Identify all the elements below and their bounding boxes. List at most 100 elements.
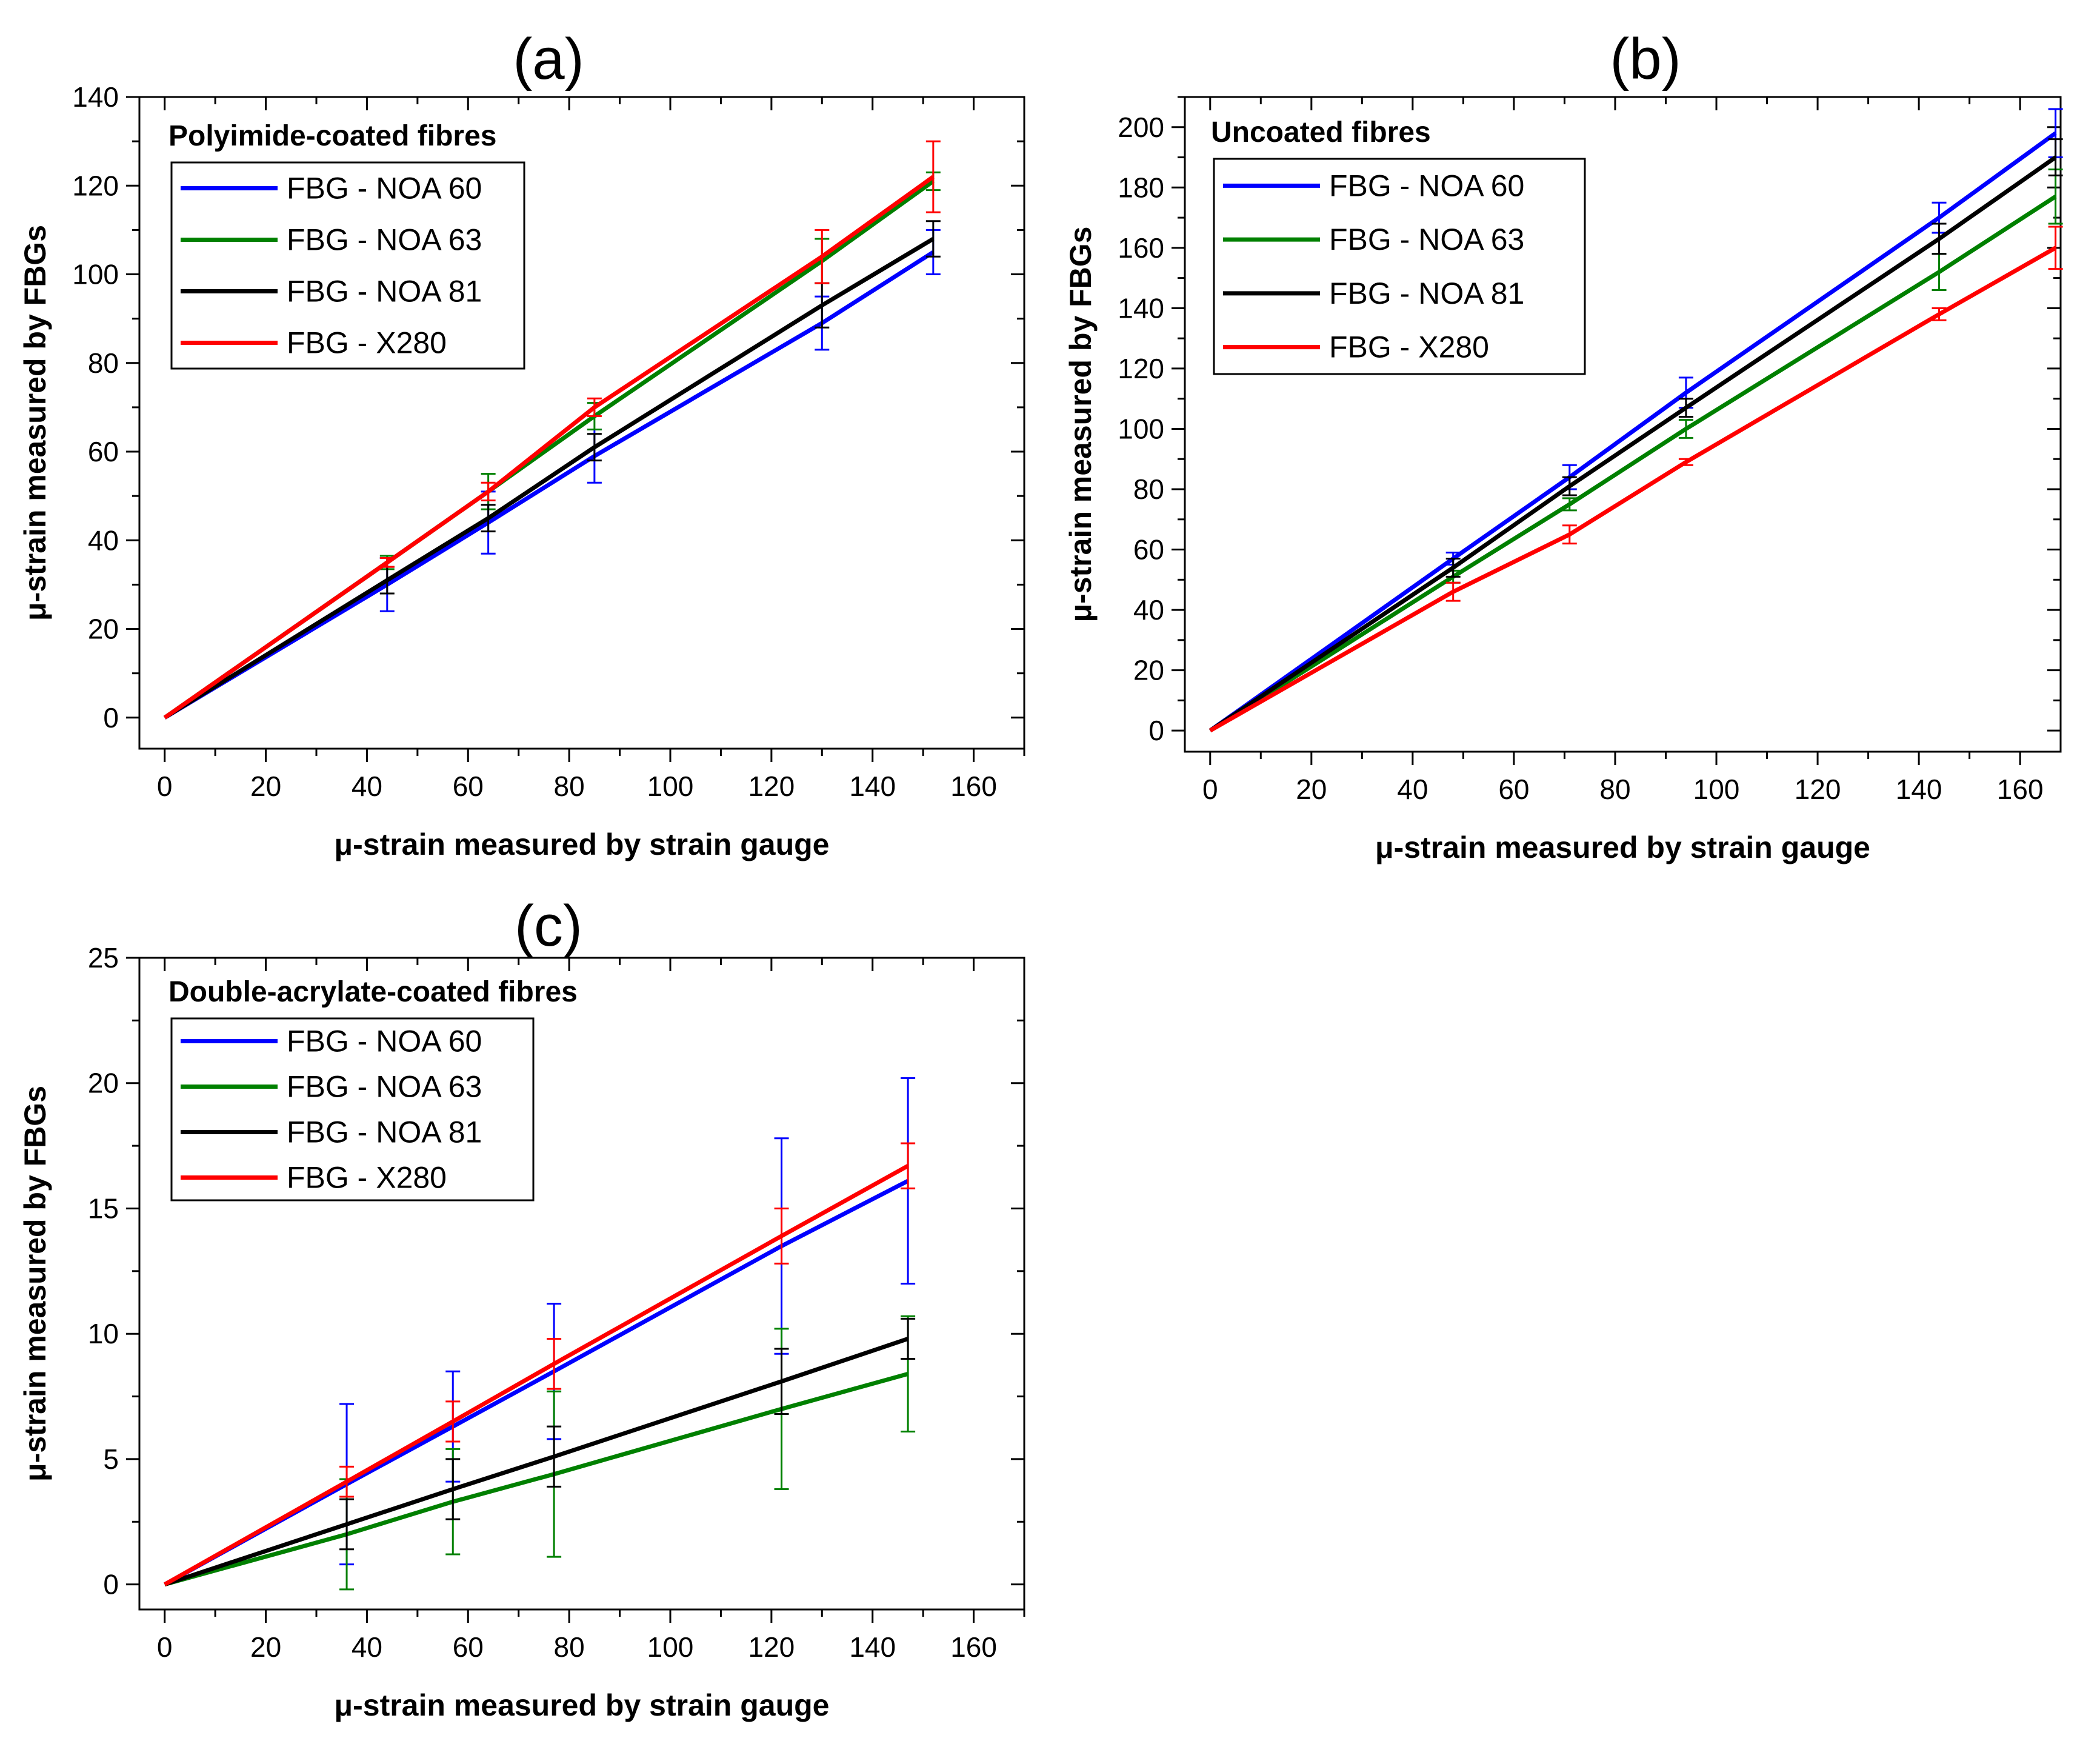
legend-label: FBG - NOA 81 xyxy=(287,275,482,309)
legend-box xyxy=(1213,158,1586,375)
legend-label: FBG - X280 xyxy=(1329,330,1489,364)
y-tick-label: 160 xyxy=(1118,232,1164,264)
series-3 xyxy=(163,140,941,720)
legend-label: FBG - NOA 63 xyxy=(287,1070,482,1104)
y-tick-label: 60 xyxy=(1133,534,1164,566)
series-2 xyxy=(1208,138,2063,733)
y-tick-label: 140 xyxy=(1118,292,1164,324)
legend: Polyimide-coated fibres FBG - NOA 60 FBG -… xyxy=(168,120,525,370)
x-tick-label: 140 xyxy=(1896,774,1942,805)
x-tick-label: 80 xyxy=(1599,774,1630,805)
panel-letter: (c) xyxy=(515,894,582,958)
legend: Uncoated fibres FBG - NOA 60 FBG - NOA 63 F… xyxy=(1211,116,1586,375)
x-tick-label: 160 xyxy=(950,1631,997,1663)
x-tick-label: 100 xyxy=(1693,774,1740,805)
series-line xyxy=(1209,246,2057,733)
x-tick-label: 80 xyxy=(554,1631,585,1663)
x-tick-label: 60 xyxy=(453,1631,484,1663)
plot-frame xyxy=(1184,96,2062,753)
series-line xyxy=(163,237,935,720)
x-tick-label: 0 xyxy=(157,770,173,802)
y-tick-label: 25 xyxy=(88,942,119,974)
x-tick-label: 140 xyxy=(849,770,896,802)
y-axis-title: μ-strain measured by FBGs xyxy=(1064,226,1098,622)
x-tick-label: 80 xyxy=(554,770,585,802)
series-line xyxy=(1208,131,2057,733)
x-tick-label: 0 xyxy=(157,1631,173,1663)
legend: Double-acrylate-coated fibres FBG - NOA 6… xyxy=(168,976,578,1202)
y-tick-label: 40 xyxy=(88,524,119,556)
x-tick-label: 20 xyxy=(250,1631,281,1663)
x-tick-label: 100 xyxy=(647,770,694,802)
x-tick-label: 40 xyxy=(352,770,382,802)
y-tick-label: 120 xyxy=(1118,353,1164,384)
y-tick-label: 100 xyxy=(72,259,119,290)
y-axis-title: μ-strain measured by FBGs xyxy=(18,225,52,621)
series-line xyxy=(1208,155,2057,733)
x-tick-label: 160 xyxy=(950,770,997,802)
y-tick-label: 200 xyxy=(1118,112,1164,143)
y-tick-label: 0 xyxy=(1148,715,1164,746)
y-tick-label: 100 xyxy=(1118,413,1164,444)
y-tick-label: 20 xyxy=(88,613,119,645)
x-axis-title: μ-strain measured by strain gauge xyxy=(1375,831,1870,864)
series-2 xyxy=(164,1317,916,1586)
legend-label: FBG - NOA 60 xyxy=(287,172,482,206)
y-tick-label: 15 xyxy=(88,1192,119,1224)
chart-panel-1: (b) 0 20 40 60 80 100 120 140 160 0 20 40 60 80 100 120 1… xyxy=(1064,27,2063,864)
legend-label: FBG - X280 xyxy=(287,326,447,360)
legend-label: FBG - X280 xyxy=(287,1161,447,1195)
series-line xyxy=(1208,195,2057,733)
x-tick-label: 0 xyxy=(1202,774,1218,805)
legend-label: FBG - NOA 63 xyxy=(1329,222,1524,256)
y-axis-title: μ-strain measured by FBGs xyxy=(18,1086,52,1482)
y-tick-label: 10 xyxy=(88,1318,119,1349)
y-tick-label: 0 xyxy=(103,1569,119,1600)
legend-label: FBG - NOA 81 xyxy=(287,1115,482,1149)
x-tick-label: 60 xyxy=(1498,774,1529,805)
legend-label: FBG - NOA 81 xyxy=(1329,276,1524,310)
plot-frame xyxy=(138,96,1025,750)
y-tick-label: 80 xyxy=(88,347,119,379)
y-tick-label: 60 xyxy=(88,436,119,467)
chart-panel-0: (a) 0 20 40 60 80 100 120 140 160 0 20 40 60 80 100 120 1… xyxy=(18,27,1025,861)
y-tick-label: 140 xyxy=(72,81,119,113)
y-tick-label: 80 xyxy=(1133,473,1164,505)
legend-title: Uncoated fibres xyxy=(1211,116,1431,149)
legend-label: FBG - NOA 63 xyxy=(287,223,482,257)
legend-box xyxy=(170,1017,535,1202)
y-tick-label: 20 xyxy=(88,1068,119,1099)
x-tick-label: 140 xyxy=(849,1631,896,1663)
series-3 xyxy=(163,1142,916,1586)
series-2 xyxy=(163,220,941,720)
series-line xyxy=(164,1371,909,1587)
y-tick-label: 120 xyxy=(72,170,119,201)
x-axis-title: μ-strain measured by strain gauge xyxy=(335,827,830,861)
legend-box xyxy=(170,161,525,370)
y-tick-label: 40 xyxy=(1133,594,1164,626)
y-tick-label: 180 xyxy=(1118,172,1164,203)
x-tick-label: 120 xyxy=(1795,774,1841,805)
series-line xyxy=(163,175,935,720)
x-tick-label: 100 xyxy=(647,1631,694,1663)
x-tick-label: 120 xyxy=(748,1631,795,1663)
legend-label: FBG - NOA 60 xyxy=(1329,169,1524,202)
plot-frame xyxy=(138,957,1025,1611)
x-tick-label: 40 xyxy=(352,1631,382,1663)
chart-panel-2: (c) 0 20 40 60 80 100 120 140 160 0 5 10 15 20 25 μ-stra… xyxy=(18,894,1025,1722)
x-tick-label: 40 xyxy=(1397,774,1428,805)
x-tick-label: 120 xyxy=(748,770,795,802)
y-tick-label: 5 xyxy=(103,1443,119,1475)
series-3 xyxy=(1209,226,2063,733)
series-line xyxy=(163,250,935,720)
series-line xyxy=(163,1164,909,1586)
x-tick-label: 60 xyxy=(453,770,484,802)
legend-title: Polyimide-coated fibres xyxy=(168,120,496,152)
x-tick-label: 20 xyxy=(250,770,281,802)
legend-label: FBG - NOA 60 xyxy=(287,1024,482,1058)
x-tick-label: 20 xyxy=(1296,774,1327,805)
y-tick-label: 0 xyxy=(103,702,119,734)
legend-title: Double-acrylate-coated fibres xyxy=(168,976,578,1008)
panel-letter: (a) xyxy=(513,27,584,92)
